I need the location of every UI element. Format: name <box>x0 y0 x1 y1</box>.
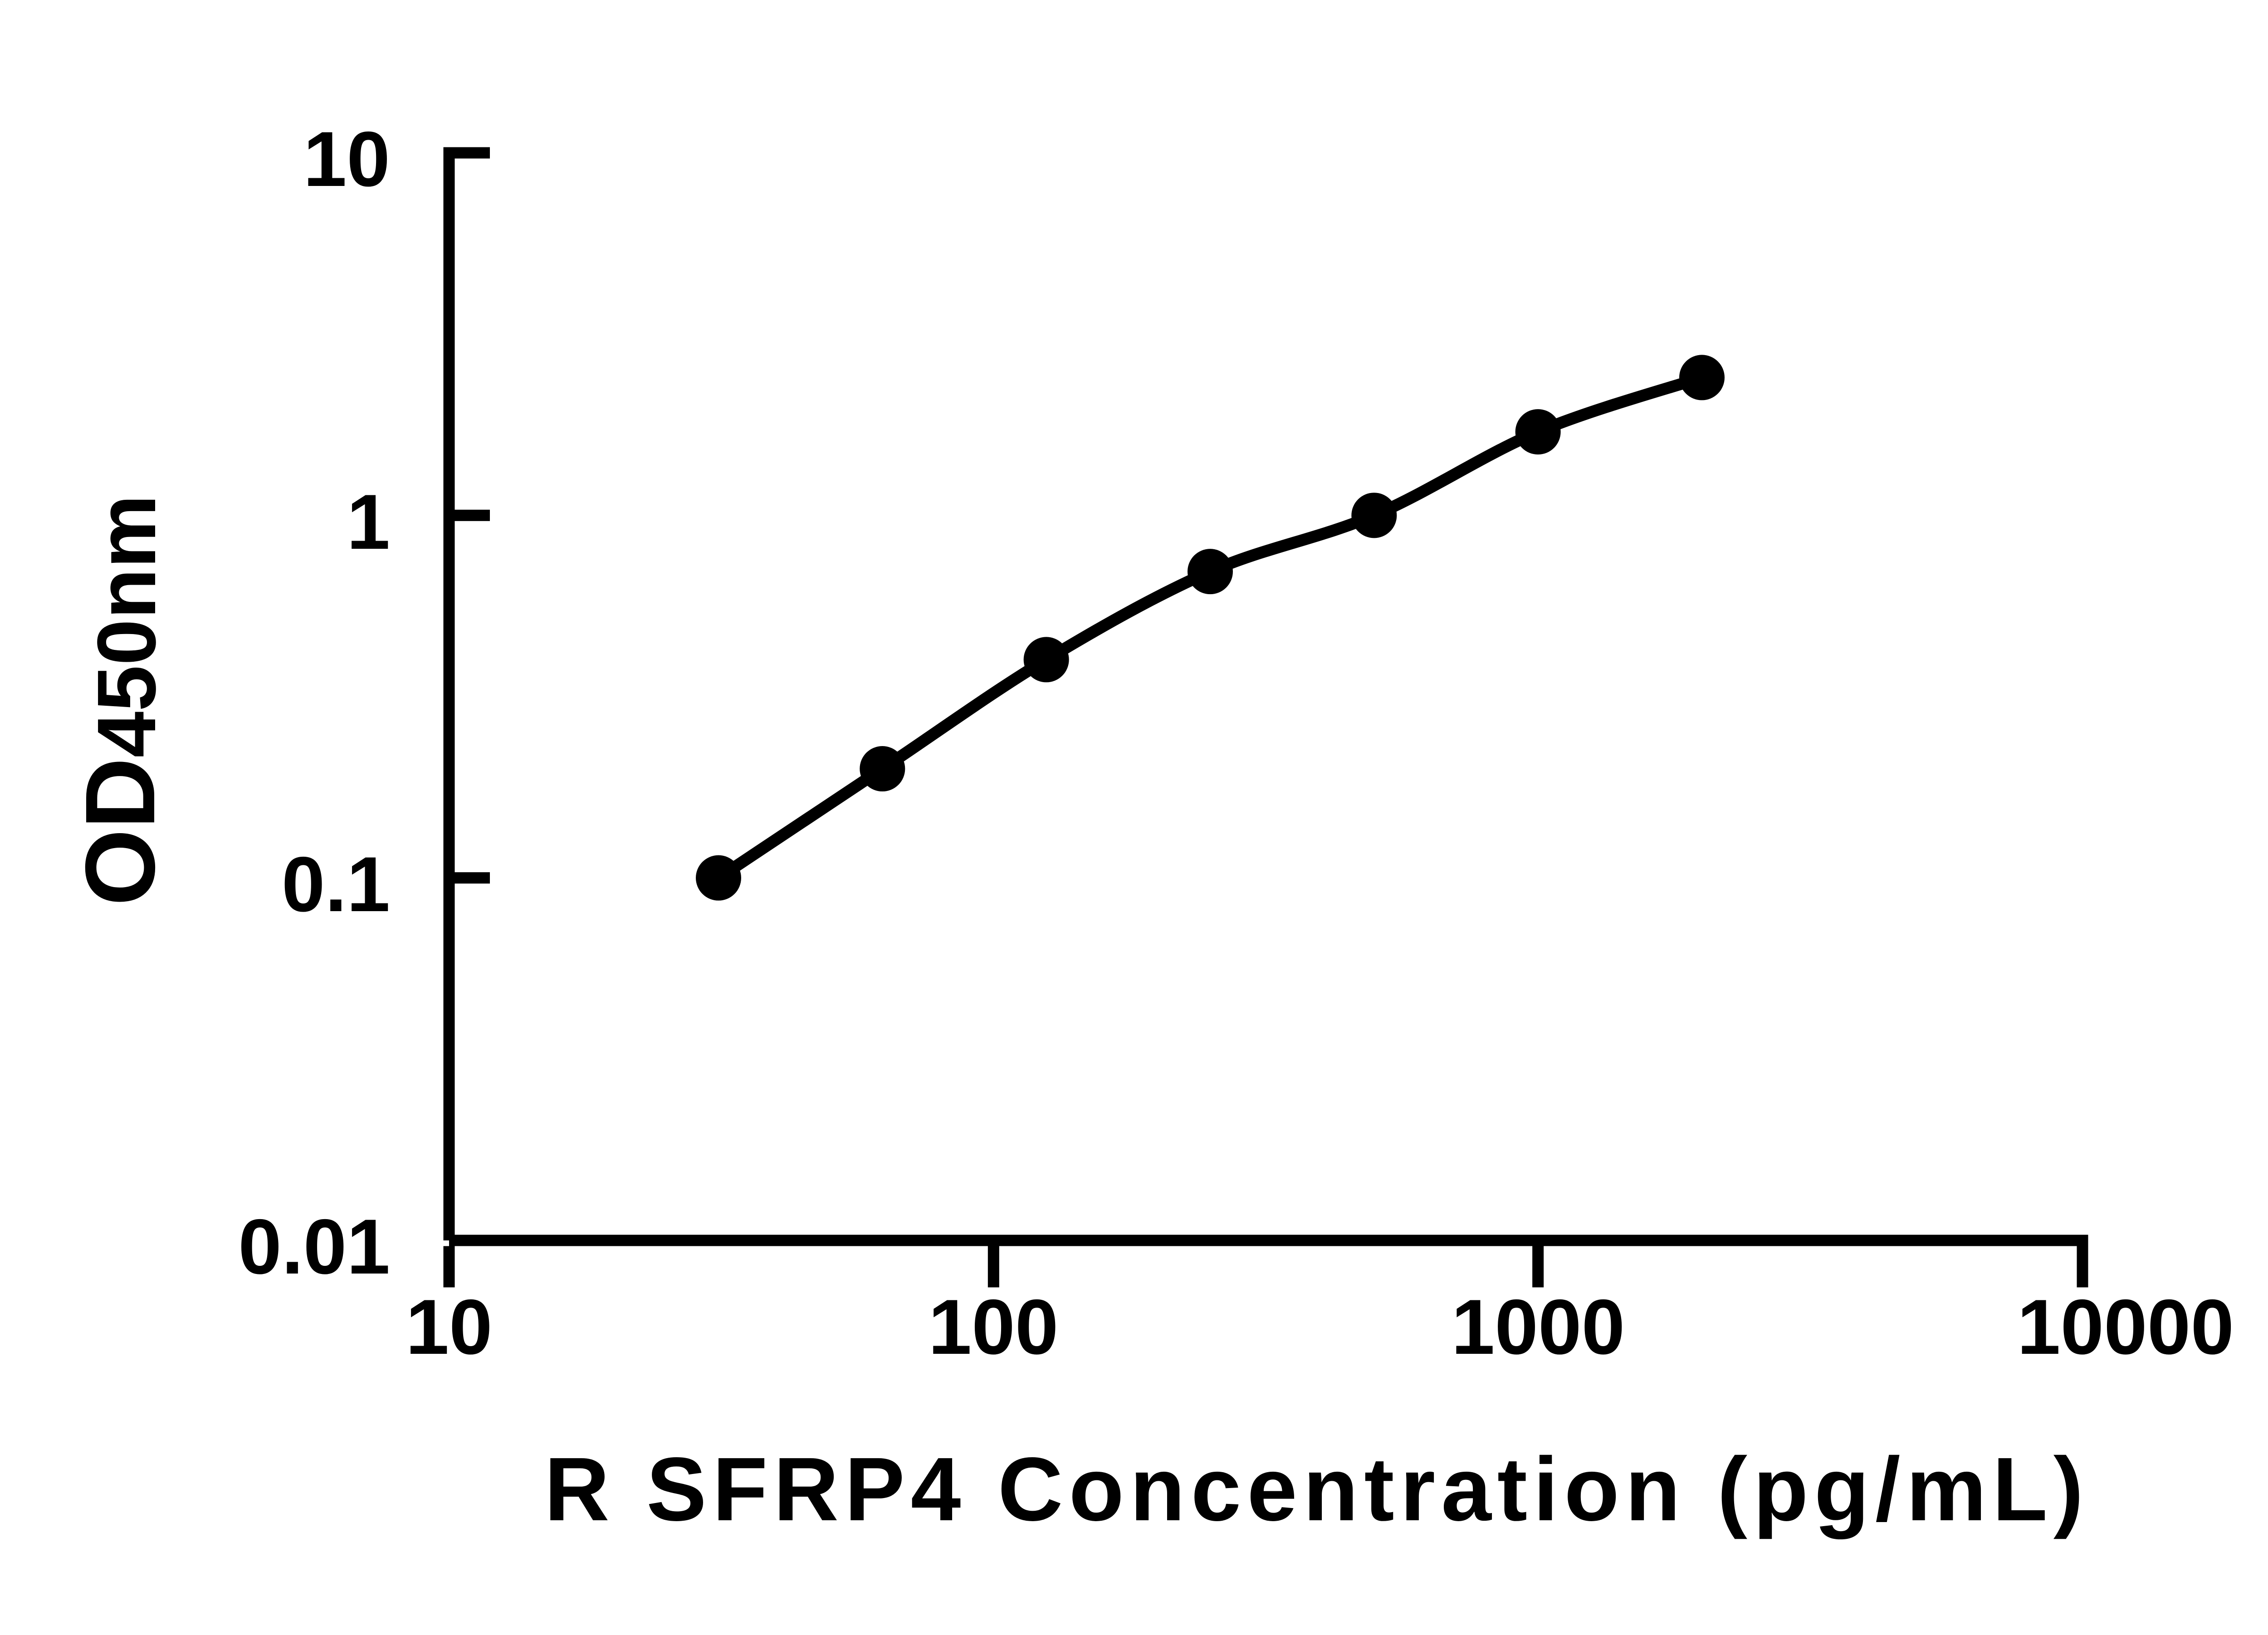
svg-text:OD450nm: OD450nm <box>65 495 176 906</box>
svg-text:0.01: 0.01 <box>238 1203 390 1290</box>
svg-text:R SFRP4 Concentration (pg/mL): R SFRP4 Concentration (pg/mL) <box>544 1439 2089 1540</box>
svg-text:100: 100 <box>929 1284 1059 1371</box>
svg-text:1000: 1000 <box>1452 1284 1625 1371</box>
svg-text:1: 1 <box>347 478 390 566</box>
svg-text:10: 10 <box>406 1284 492 1371</box>
svg-text:0.1: 0.1 <box>282 841 390 928</box>
svg-text:10: 10 <box>303 116 390 203</box>
svg-text:10000: 10000 <box>2017 1284 2234 1371</box>
